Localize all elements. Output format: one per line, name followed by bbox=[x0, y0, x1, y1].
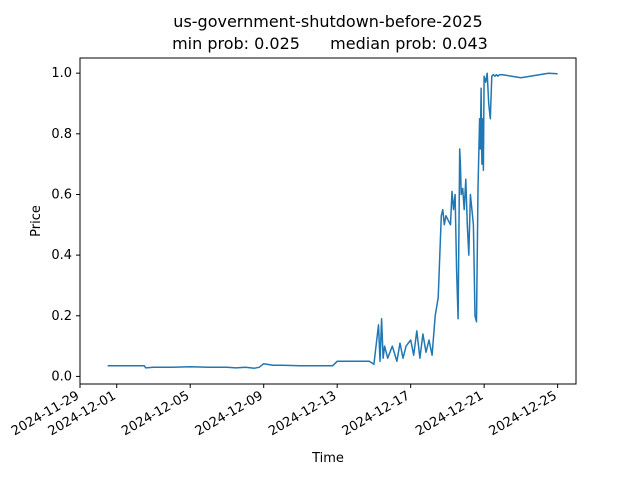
y-tick-label: 0.2 bbox=[51, 309, 72, 324]
chart-subtitle-median: median prob: 0.043 bbox=[330, 34, 488, 53]
x-tick-label: 2024-12-25 bbox=[487, 388, 560, 439]
y-tick-label: 1.0 bbox=[51, 66, 72, 81]
x-tick-label: 2024-12-13 bbox=[266, 388, 339, 439]
y-axis: 0.0 0.2 0.4 0.6 0.8 1.0 bbox=[51, 66, 80, 384]
y-tick-label: 0.6 bbox=[51, 187, 72, 202]
plot-frame bbox=[79, 57, 577, 385]
chart-subtitle-min: min prob: 0.025 bbox=[172, 34, 300, 53]
y-tick-label: 0.0 bbox=[51, 369, 72, 384]
x-axis-label: Time bbox=[311, 451, 344, 466]
x-tick-label: 2024-12-05 bbox=[119, 388, 192, 439]
y-tick-label: 0.4 bbox=[51, 248, 72, 263]
y-tick-label: 0.8 bbox=[51, 127, 72, 142]
x-tick-label: 2024-12-21 bbox=[413, 388, 486, 439]
price-series-line bbox=[107, 72, 558, 369]
chart-title: us-government-shutdown-before-2025 bbox=[173, 12, 482, 31]
x-tick-label: 2024-12-17 bbox=[340, 388, 413, 439]
y-axis-label: Price bbox=[29, 205, 44, 237]
plot-area bbox=[107, 72, 558, 369]
x-tick-label: 2024-12-09 bbox=[193, 388, 266, 439]
